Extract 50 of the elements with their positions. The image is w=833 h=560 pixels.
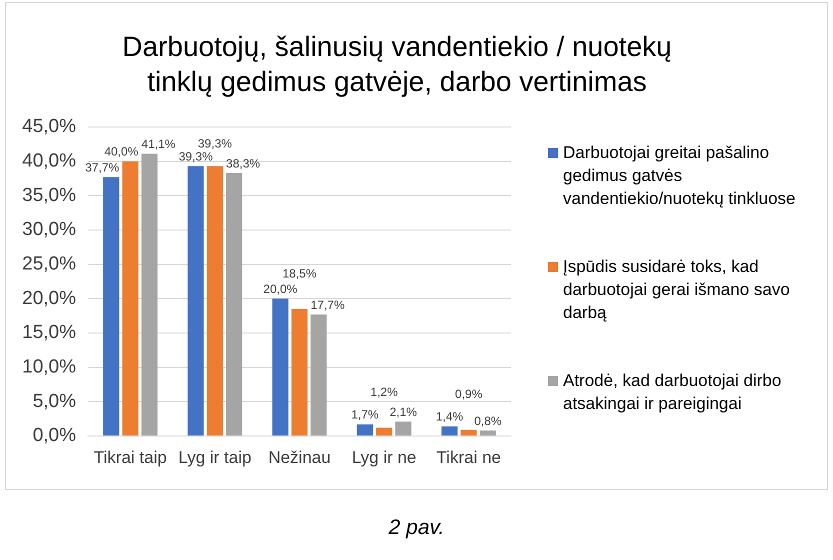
bar — [188, 166, 204, 436]
bar — [441, 426, 458, 436]
text: 2 pav. — [388, 516, 446, 540]
bar — [206, 166, 223, 436]
data-label: 38,3% — [226, 156, 260, 170]
data-label: 1,7% — [351, 408, 379, 422]
x-tick-label: Nežinau — [268, 448, 331, 467]
bar — [122, 161, 138, 436]
data-label: 0,9% — [455, 387, 483, 402]
bar — [291, 308, 308, 436]
data-label: 39,3% — [198, 136, 232, 150]
y-tick-label: 5,0% — [32, 390, 76, 412]
data-label: 39,3% — [178, 149, 214, 164]
data-label: 40,0% — [104, 144, 139, 159]
y-tick-label: 20,0% — [22, 288, 76, 309]
data-label: 18,5% — [282, 266, 317, 280]
x-tick-label: Tikrai taip — [94, 448, 167, 467]
chart-title: Darbuotojų, šalinusių vandentiekio / nuotekų tinklų gedimus gatvėje, darbo vertinimas — [121, 30, 673, 99]
data-label: 37,7% — [85, 160, 120, 174]
data-label: 0,8% — [474, 414, 502, 428]
legend-label: Darbuotojai greitai pašalino gedimus gatvės vandentiekio/nuotekų tinkluose — [563, 142, 796, 210]
bar — [103, 177, 120, 436]
y-tick-label: 35,0% — [22, 184, 76, 206]
bar — [141, 154, 158, 436]
legend-label: Atrodė, kad darbuotojai dirbo atsakingai ir pareigingai — [563, 370, 782, 415]
bar — [310, 314, 327, 436]
bar — [480, 430, 496, 436]
y-tick-label: 40,0% — [22, 150, 76, 172]
data-label: 1,2% — [370, 385, 398, 400]
bar — [376, 428, 392, 436]
y-tick-label: 45,0% — [22, 116, 76, 138]
y-tick-label: 15,0% — [22, 322, 76, 344]
bar — [395, 422, 412, 436]
x-tick-label: Lyg ir taip — [178, 448, 252, 467]
y-tick-label: 25,0% — [22, 254, 76, 275]
bar — [272, 298, 288, 436]
data-label: 1,4% — [436, 410, 464, 424]
y-tick-label: 30,0% — [22, 219, 76, 240]
x-tick-label: Lyg ir ne — [352, 448, 416, 467]
legend-label: Įspūdis susidarė toks, kad darbuotojai gerai išmano savo darbą — [563, 256, 791, 324]
bar — [356, 424, 373, 436]
data-label: 20,0% — [263, 282, 298, 296]
bar — [460, 430, 477, 436]
bar — [226, 173, 242, 436]
data-label: 2,1% — [390, 404, 418, 419]
x-tick-label: Tikrai ne — [436, 448, 501, 467]
y-tick-label: 10,0% — [22, 356, 76, 378]
data-label: 17,7% — [310, 298, 345, 312]
data-label: 41,1% — [141, 137, 176, 152]
y-tick-label: 0,0% — [32, 425, 76, 446]
